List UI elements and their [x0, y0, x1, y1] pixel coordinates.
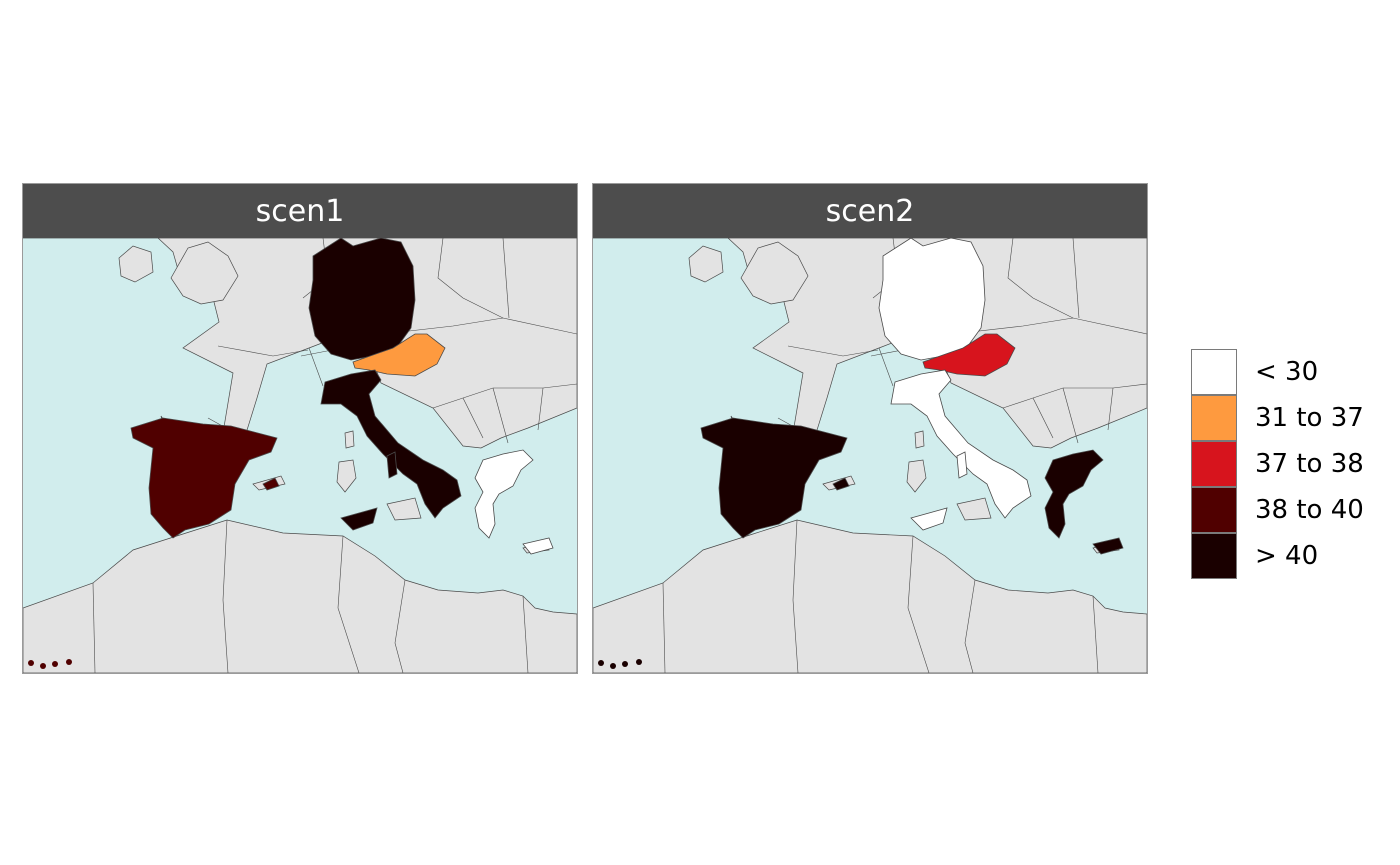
region-italy: [956, 451, 968, 479]
region-spain: [262, 477, 280, 491]
country-border: [662, 582, 666, 673]
country-border: [1107, 387, 1114, 431]
country-border: [1007, 238, 1074, 319]
region-canary-islands: [622, 661, 628, 667]
region-spain: [700, 417, 848, 539]
land-area: [344, 430, 355, 449]
legend-item: > 40: [1191, 533, 1364, 579]
country-border: [337, 535, 360, 673]
region-spain: [832, 477, 850, 491]
map-panel-scen2: scen2: [592, 183, 1148, 674]
region-italy: [340, 507, 378, 531]
region-canary-islands: [598, 660, 604, 666]
country-border: [1092, 595, 1099, 673]
country-border: [878, 347, 894, 387]
country-border: [537, 387, 544, 431]
country-border: [907, 535, 930, 673]
panel-title: scen2: [593, 184, 1147, 238]
legend-label: 38 to 40: [1255, 495, 1364, 525]
legend-swatch: [1191, 487, 1237, 533]
region-canary-islands: [52, 661, 58, 667]
map-panel-scen1: scen1: [22, 183, 578, 674]
legend-label: 31 to 37: [1255, 403, 1364, 433]
country-border: [522, 595, 529, 673]
land-area: [906, 459, 927, 493]
land-area: [170, 241, 239, 305]
country-border: [217, 345, 309, 357]
country-border: [492, 387, 509, 444]
country-border: [92, 582, 96, 673]
land-area: [914, 430, 925, 449]
country-border: [787, 345, 879, 357]
legend-swatch: [1191, 533, 1237, 579]
country-border: [437, 238, 504, 319]
region-germany: [308, 238, 416, 361]
panel-title: scen1: [23, 184, 577, 238]
legend-swatch: [1191, 395, 1237, 441]
region-spain: [130, 417, 278, 539]
country-border: [502, 238, 510, 319]
land-area: [956, 497, 992, 521]
country-border: [1062, 387, 1079, 444]
land-area: [118, 245, 154, 283]
land-area: [740, 241, 809, 305]
legend-item: < 30: [1191, 349, 1364, 395]
region-austria: [922, 333, 1016, 377]
region-italy: [320, 369, 462, 519]
legend-label: < 30: [1255, 357, 1319, 387]
country-border: [394, 579, 406, 673]
region-italy: [386, 451, 398, 479]
country-border: [308, 347, 324, 387]
region-greece: [1092, 537, 1124, 555]
region-italy: [910, 507, 948, 531]
country-border: [462, 397, 484, 439]
region-greece: [474, 449, 534, 539]
land-area: [688, 245, 724, 283]
legend-label: 37 to 38: [1255, 449, 1364, 479]
country-border: [1032, 397, 1054, 439]
region-canary-islands: [610, 663, 616, 669]
legend-item: 38 to 40: [1191, 487, 1364, 533]
region-canary-islands: [40, 663, 46, 669]
map-scen2: [593, 238, 1147, 673]
legend-label: > 40: [1255, 541, 1319, 571]
country-border: [792, 519, 799, 673]
legend-swatch: [1191, 349, 1237, 395]
legend-item: 31 to 37: [1191, 395, 1364, 441]
region-greece: [1044, 449, 1104, 539]
region-canary-islands: [66, 659, 72, 665]
region-canary-islands: [28, 660, 34, 666]
land-area: [336, 459, 357, 493]
legend-swatch: [1191, 441, 1237, 487]
map-scen1: [23, 238, 577, 673]
legend: < 30 31 to 37 37 to 38 38 to 40 > 40: [1191, 349, 1364, 579]
region-austria: [352, 333, 446, 377]
legend-item: 37 to 38: [1191, 441, 1364, 487]
region-canary-islands: [636, 659, 642, 665]
region-italy: [890, 369, 1032, 519]
country-border: [1072, 238, 1080, 319]
country-border: [222, 519, 229, 673]
region-greece: [522, 537, 554, 555]
country-border: [964, 579, 976, 673]
region-germany: [878, 238, 986, 361]
land-area: [386, 497, 422, 521]
